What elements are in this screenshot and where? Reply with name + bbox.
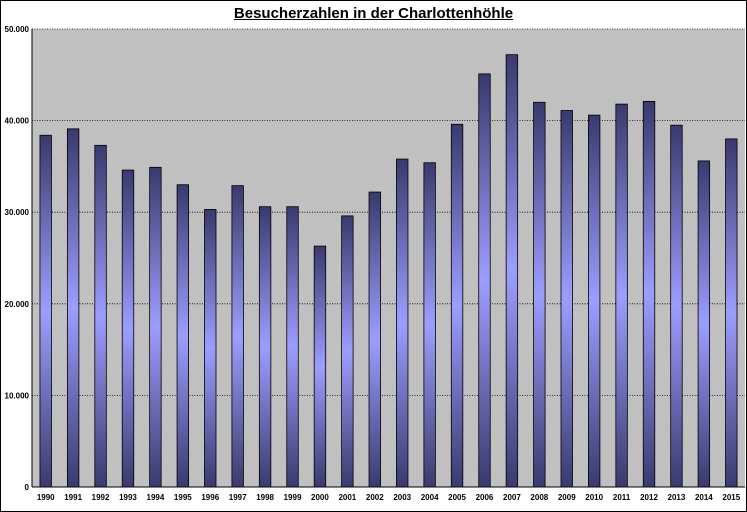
x-tick-label: 2000: [311, 493, 329, 502]
x-tick-label: 2009: [558, 493, 576, 502]
y-tick-label: 30.000: [5, 208, 30, 217]
x-tick-label: 2013: [668, 493, 686, 502]
x-tick-label: 2002: [366, 493, 384, 502]
bar-1997: [231, 185, 244, 488]
x-tick-label: 1994: [147, 493, 165, 502]
bar-2001: [341, 215, 354, 488]
y-axis-ticks: 0 10.000 20.000 30.000 40.000 50.000: [5, 25, 30, 492]
bar-2003: [396, 158, 409, 488]
y-tick-label: 50.000: [5, 25, 30, 34]
x-tick-label: 2001: [338, 493, 356, 502]
bar-2004: [423, 162, 436, 488]
x-tick-label: 2004: [421, 493, 439, 502]
x-tick-label: 2014: [695, 493, 713, 502]
bar-1992: [94, 144, 107, 488]
bar-2010: [588, 114, 601, 488]
x-tick-label: 2003: [393, 493, 411, 502]
x-tick-label: 2012: [640, 493, 658, 502]
x-tick-label: 1991: [64, 493, 82, 502]
bar-2013: [670, 124, 683, 488]
x-tick-label: 1995: [174, 493, 192, 502]
y-tick-label: 40.000: [5, 117, 30, 126]
bar-2007: [505, 54, 519, 488]
bar-1994: [149, 166, 162, 488]
bar-1991: [66, 128, 80, 488]
bar-1993: [121, 169, 135, 488]
plot-area: [32, 29, 745, 487]
bar-2002: [368, 191, 381, 488]
bar-1996: [204, 209, 217, 488]
x-tick-label: 2005: [448, 493, 466, 502]
x-tick-label: 1999: [284, 493, 302, 502]
x-tick-label: 1990: [37, 493, 55, 502]
bar-2012: [642, 100, 656, 488]
x-tick-label: 1992: [92, 493, 110, 502]
x-tick-label: 2011: [613, 493, 631, 502]
bar-2008: [533, 101, 546, 488]
x-tick-label: 2010: [585, 493, 603, 502]
bar-1995: [176, 184, 189, 488]
bar-1999: [286, 206, 299, 488]
bar-2011: [615, 103, 628, 488]
x-tick-label: 1996: [201, 493, 219, 502]
y-tick-label: 10.000: [5, 391, 30, 400]
x-tick-label: 1993: [119, 493, 137, 502]
x-tick-label: 2006: [476, 493, 494, 502]
y-tick-label: 0: [25, 483, 30, 492]
bar-1998: [258, 206, 272, 488]
bar-2005: [450, 123, 464, 488]
x-tick-label: 2008: [530, 493, 548, 502]
bar-1990: [39, 134, 52, 488]
x-tick-label: 2007: [503, 493, 521, 502]
chart-title: Besucherzahlen in der Charlottenhöhle: [233, 5, 514, 22]
x-tick-label: 2015: [722, 493, 740, 502]
bars: [39, 54, 738, 488]
bar-2014: [697, 160, 711, 488]
y-tick-label: 20.000: [5, 300, 30, 309]
x-axis-ticks: 1990 1991 1992 1993 1994 1995 1996 1997 1998 1999…: [37, 493, 741, 502]
bar-2000: [313, 245, 327, 488]
x-tick-label: 1997: [229, 493, 247, 502]
bar-2006: [478, 73, 491, 488]
bar-2009: [560, 110, 573, 488]
x-tick-label: 1998: [256, 493, 274, 502]
bar-2015: [725, 138, 738, 488]
